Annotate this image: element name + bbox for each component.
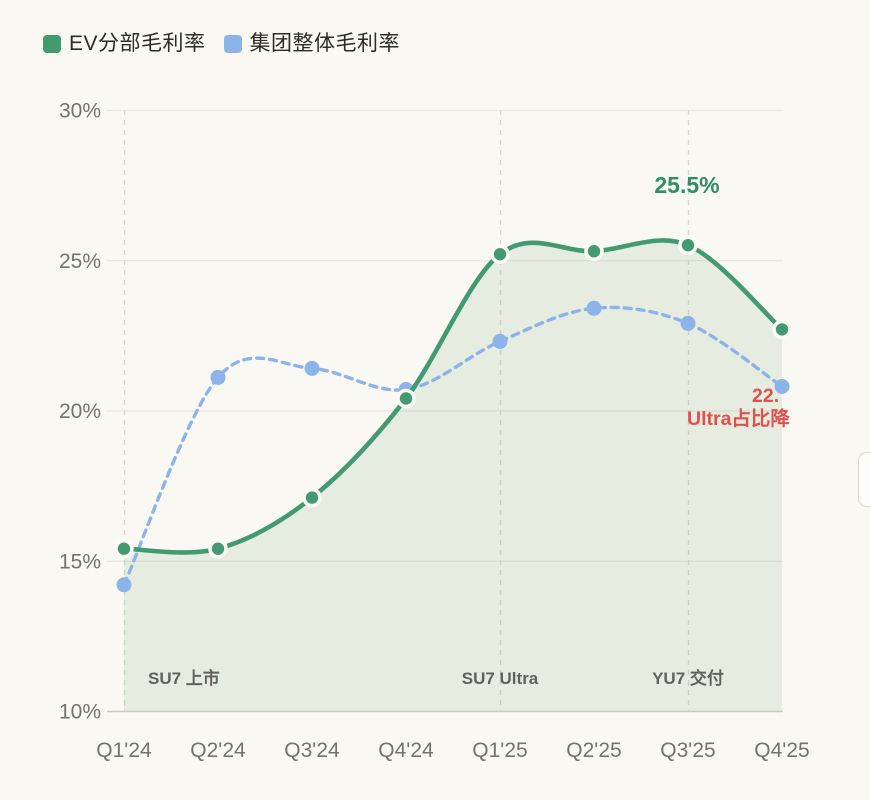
point-ev-margin-Q3'25[interactable] <box>678 235 698 255</box>
y-axis-tick-label: 10% <box>59 701 101 724</box>
peak-value-label: 25.5% <box>654 172 719 198</box>
y-axis-tick-label: 15% <box>59 550 101 573</box>
legend-item-group-margin[interactable]: 集团整体毛利率 <box>223 32 401 55</box>
event-label-0: SU7 上市 <box>148 668 220 688</box>
point-group-margin-Q1'24[interactable] <box>116 577 132 593</box>
point-group-margin-Q3'25[interactable] <box>680 315 696 331</box>
y-axis-tick-label: 30% <box>59 100 101 123</box>
x-axis-tick-label: Q4'25 <box>754 739 809 762</box>
point-ev-margin-Q2'25[interactable] <box>584 241 604 261</box>
x-axis-tick-label: Q2'24 <box>190 739 246 762</box>
line-group-margin <box>122 305 784 587</box>
point-group-margin-Q4'25[interactable] <box>774 379 790 394</box>
legend-label-ev-margin: EV分部毛利率 <box>69 32 206 55</box>
x-axis-tick-label: Q1'25 <box>472 739 527 762</box>
chart-legend: EV分部毛利率 集团整体毛利率 <box>43 33 400 54</box>
legend-item-ev-margin[interactable]: EV分部毛利率 <box>43 33 206 54</box>
x-axis-tick-label: Q1'24 <box>96 739 152 762</box>
point-group-margin-Q3'24[interactable] <box>304 360 320 376</box>
event-label-6: YU7 交付 <box>652 668 724 688</box>
point-ev-margin-Q3'24[interactable] <box>302 487 322 508</box>
y-axis-tick-label: 25% <box>59 250 101 273</box>
clipped-annotation-caption: Ultra占比降 <box>687 407 790 430</box>
legend-swatch-group-margin <box>223 34 242 53</box>
clipped-annotation-value: 22. <box>752 385 779 407</box>
x-axis-tick-label: Q2'25 <box>566 739 621 762</box>
point-ev-margin-Q1'25[interactable] <box>490 244 510 264</box>
legend-swatch-ev-margin <box>43 34 61 53</box>
legend-label-group-margin: 集团整体毛利率 <box>249 32 401 55</box>
point-group-margin-Q1'25[interactable] <box>492 333 508 349</box>
scrollbar-thumb[interactable] <box>858 452 870 507</box>
point-ev-margin-Q1'24[interactable] <box>114 538 134 559</box>
area-fill-ev-margin <box>124 240 782 711</box>
point-ev-margin-Q4'24[interactable] <box>396 388 416 409</box>
point-ev-margin-Q4'25[interactable] <box>772 319 792 340</box>
point-group-margin-Q2'25[interactable] <box>586 300 602 316</box>
x-axis-tick-label: Q4'24 <box>378 739 434 762</box>
x-axis-tick-label: Q3'24 <box>284 739 340 762</box>
clipped-annotation: 22.Ultra占比降 <box>687 385 790 430</box>
event-label-4: SU7 Ultra <box>462 669 539 688</box>
point-ev-margin-Q2'24[interactable] <box>208 538 228 559</box>
x-axis-tick-label: Q3'25 <box>660 739 715 762</box>
y-axis-tick-label: 20% <box>59 400 101 423</box>
point-group-margin-Q2'24[interactable] <box>210 369 226 385</box>
